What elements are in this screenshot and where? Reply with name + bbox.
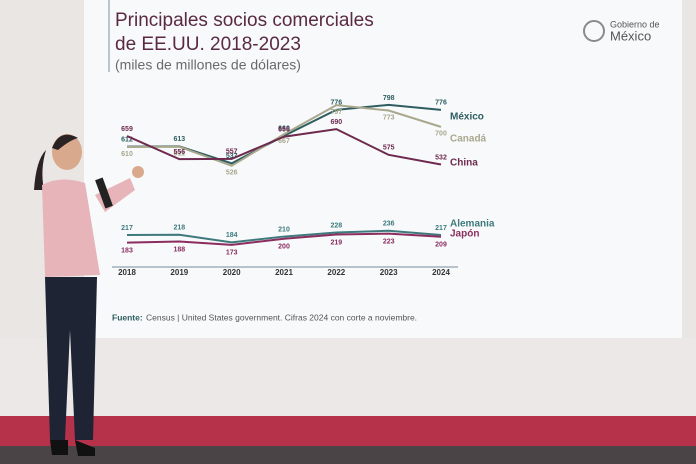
- floor: [0, 446, 696, 464]
- logo-emblem: [583, 20, 605, 42]
- series-line: [126, 229, 442, 244]
- x-tick-label: 2024: [432, 268, 450, 277]
- data-label: 667: [278, 138, 290, 145]
- presenter: [34, 134, 144, 456]
- data-label: 217: [121, 225, 133, 232]
- data-label: 700: [435, 131, 447, 138]
- data-label: 210: [278, 226, 290, 233]
- chart-title: Principales socios comerciales: [115, 10, 374, 31]
- data-label: 183: [121, 247, 133, 254]
- wall-lower: [0, 338, 696, 418]
- data-label: 184: [226, 232, 238, 239]
- x-tick-label: 2019: [170, 268, 188, 277]
- data-label: 660: [278, 126, 290, 133]
- data-label: 537: [226, 153, 238, 160]
- data-label: 223: [383, 239, 395, 246]
- logo-text: México: [610, 28, 651, 43]
- data-label: 217: [435, 225, 447, 232]
- data-label: 173: [226, 250, 238, 257]
- data-label: 610: [121, 151, 133, 158]
- x-tick-label: 2018: [118, 268, 136, 277]
- data-label: 611: [174, 151, 185, 158]
- screen: [84, 0, 682, 338]
- data-label: 773: [383, 114, 395, 121]
- data-label: 557: [226, 149, 238, 156]
- data-label: 556: [173, 149, 185, 156]
- legend-label: Canadá: [450, 134, 487, 145]
- data-label: 613: [173, 136, 185, 143]
- logo-text: Gobierno de: [610, 19, 660, 29]
- chart-title: de EE.UU. 2018-2023: [115, 34, 301, 55]
- data-label: 218: [173, 225, 185, 232]
- data-label: 776: [435, 100, 447, 107]
- chart-subtitle: (miles de millones de dólares): [115, 57, 301, 73]
- data-label: 776: [330, 100, 342, 107]
- x-tick-label: 2020: [223, 268, 241, 277]
- x-tick-label: 2021: [275, 268, 293, 277]
- series-line: [126, 104, 442, 167]
- data-label: 798: [383, 95, 395, 102]
- data-label: 188: [173, 246, 185, 253]
- data-label: 236: [383, 221, 395, 228]
- data-label: 209: [435, 242, 447, 249]
- data-label: 575: [383, 145, 395, 152]
- data-label: 659: [121, 126, 133, 133]
- x-tick-label: 2022: [327, 268, 345, 277]
- red-band: [0, 416, 696, 446]
- data-label: 526: [226, 170, 238, 177]
- legend-label: Alemania: [450, 219, 495, 230]
- x-tick-label: 2023: [380, 268, 398, 277]
- data-label: 612: [121, 136, 133, 143]
- source-label: Fuente:: [112, 312, 143, 322]
- series-line: [126, 232, 442, 246]
- title-rule: [108, 0, 110, 72]
- data-label: 200: [278, 244, 290, 251]
- data-label: 219: [330, 239, 342, 246]
- legend-label: México: [450, 112, 484, 123]
- legend-label: Japón: [450, 229, 479, 240]
- series-line: [126, 128, 442, 166]
- data-label: 690: [330, 119, 342, 126]
- legend-label: China: [450, 158, 478, 169]
- data-label: 228: [330, 222, 342, 229]
- data-label: 532: [435, 154, 447, 161]
- data-label: 797: [330, 109, 342, 116]
- data-label: 656: [278, 127, 290, 134]
- source: Census | United States government. Cifra…: [146, 312, 417, 322]
